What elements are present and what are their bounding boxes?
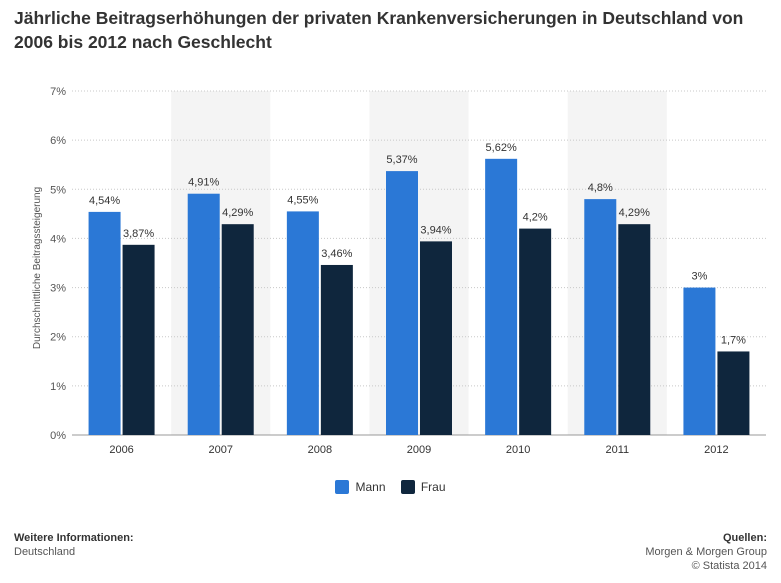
footer-source-link[interactable]: Morgen & Morgen Group [645, 546, 767, 558]
y-tick-label: 1% [50, 381, 66, 393]
bar-chart: 0% 1% 2% 3% 4% 5% 6% 7% Durchschnittliche Beitra… [32, 86, 766, 456]
y-tick-label: 2% [50, 332, 66, 344]
bar-mann-2007 [187, 193, 220, 435]
bar-mann-2011 [584, 199, 617, 435]
legend-item-mann[interactable]: Mann [335, 480, 386, 494]
x-tick-label: 2006 [109, 444, 133, 456]
bar-frau-2008 [320, 264, 353, 435]
data-label-frau-2009: 3,94% [420, 224, 451, 236]
data-label-mann-2008: 4,55% [287, 194, 318, 206]
bar-frau-2010 [519, 228, 552, 435]
bar-frau-2011 [618, 224, 651, 435]
y-axis-label: Durchschnittliche Beitragssteigerung [32, 187, 43, 349]
y-tick-label: 4% [50, 233, 66, 245]
x-tick-label: 2011 [605, 444, 629, 456]
legend-swatch-mann [335, 480, 350, 494]
data-label-frau-2006: 3,87% [123, 228, 154, 240]
data-label-frau-2008: 3,46% [321, 248, 352, 260]
y-tick-label: 5% [50, 184, 66, 196]
footer-info-text: Deutschland [14, 546, 76, 558]
data-label-mann-2011: 4,8% [588, 182, 613, 194]
footer-sources-heading: Quellen: [722, 532, 767, 544]
background-band [567, 91, 667, 435]
x-tick-label: 2012 [704, 444, 728, 456]
chart-title: Jährliche Beitragserhöhungen der private… [14, 8, 744, 52]
data-label-frau-2012: 1,7% [721, 334, 746, 346]
legend-label-mann: Mann [355, 480, 386, 494]
bar-frau-2009 [420, 241, 452, 435]
data-label-mann-2012: 3% [691, 271, 707, 283]
footer-copyright[interactable]: © Statista 2014 [691, 560, 767, 572]
background-band [171, 91, 271, 435]
bar-mann-2008 [286, 211, 319, 435]
y-tick-label: 3% [50, 283, 66, 295]
footer-info-heading: Weitere Informationen: [14, 532, 134, 544]
x-tick-label: 2008 [308, 444, 332, 456]
bar-frau-2006 [122, 244, 155, 435]
x-tick-label: 2009 [407, 444, 431, 456]
bar-frau-2012 [717, 351, 750, 435]
y-tick-label: 7% [50, 86, 66, 98]
legend-swatch-frau [400, 480, 415, 494]
legend-item-frau[interactable]: Frau [400, 480, 446, 494]
legend-label-frau: Frau [420, 480, 446, 494]
x-tick-label: 2007 [208, 444, 232, 456]
data-label-mann-2007: 4,91% [188, 177, 219, 189]
bar-mann-2009 [386, 171, 418, 436]
data-label-frau-2010: 4,2% [523, 212, 548, 224]
legend: Mann Frau [0, 480, 781, 497]
data-label-mann-2009: 5,37% [386, 154, 417, 166]
footer-info: Weitere Informationen: Deutschland [14, 531, 134, 559]
bar-mann-2010 [485, 158, 518, 435]
y-tick-label: 6% [50, 135, 66, 147]
bar-frau-2007 [221, 224, 254, 435]
y-tick-label: 0% [50, 430, 66, 442]
data-label-frau-2007: 4,29% [222, 207, 253, 219]
data-label-frau-2011: 4,29% [619, 207, 650, 219]
data-label-mann-2006: 4,54% [89, 195, 120, 207]
x-tick-label: 2010 [506, 444, 530, 456]
background-band [369, 91, 469, 435]
footer-sources: Quellen: Morgen & Morgen Group © Statist… [645, 531, 767, 573]
data-label-mann-2010: 5,62% [486, 142, 517, 154]
bar-mann-2006 [88, 211, 121, 435]
bar-mann-2012 [683, 287, 716, 435]
